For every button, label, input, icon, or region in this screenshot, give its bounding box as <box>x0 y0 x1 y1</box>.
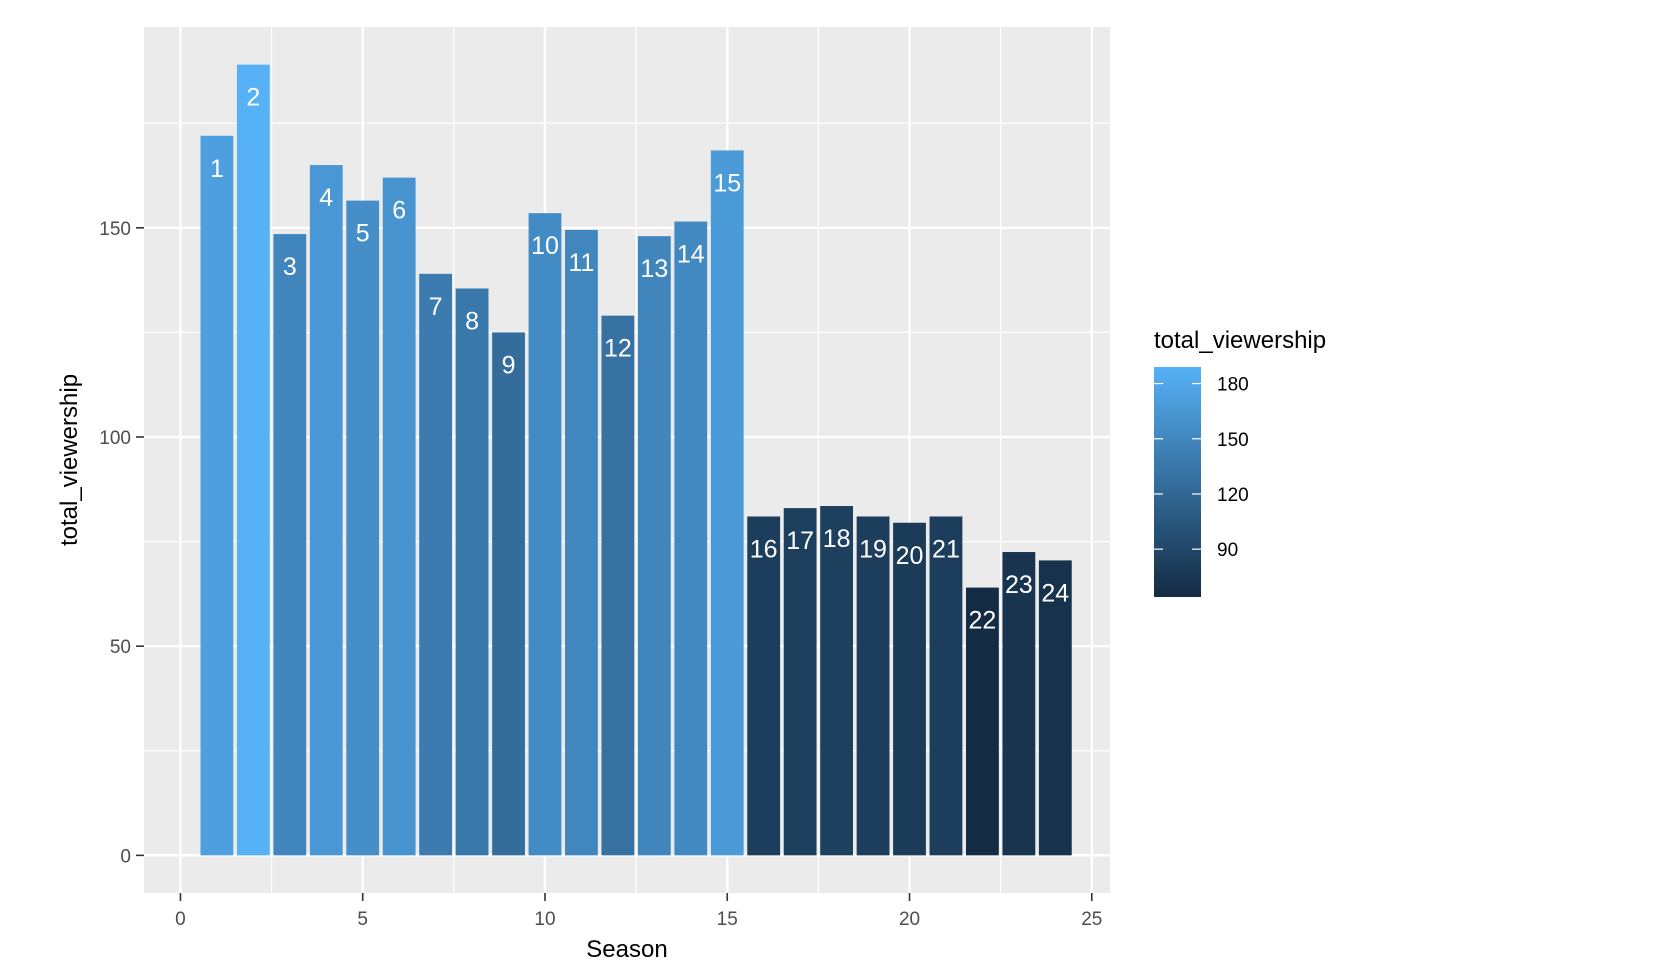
bar-season-13 <box>637 236 671 856</box>
bar-label-10: 10 <box>531 232 559 260</box>
bar-label-7: 7 <box>429 293 443 321</box>
bar-season-2 <box>236 64 270 856</box>
bar-label-17: 17 <box>786 527 814 555</box>
bar-season-24 <box>1038 560 1072 856</box>
legend-tick-label: 180 <box>1217 375 1249 396</box>
legend-title: total_viewership <box>1154 327 1326 354</box>
x-axis-ticks: 0 5 10 15 20 25 <box>175 893 1102 930</box>
bar-label-3: 3 <box>283 253 297 281</box>
legend-tick-label: 120 <box>1217 485 1249 506</box>
legend-tick-label: 90 <box>1217 540 1238 561</box>
bar-label-20: 20 <box>896 542 924 570</box>
bar-label-16: 16 <box>750 535 778 563</box>
bar-season-14 <box>674 221 708 856</box>
x-tick-label: 0 <box>175 909 186 930</box>
bar-season-7 <box>419 273 453 856</box>
bar-season-21 <box>929 516 963 856</box>
x-axis-title: Season <box>586 936 667 963</box>
bar-label-21: 21 <box>932 535 960 563</box>
bar-label-1: 1 <box>210 155 224 183</box>
y-tick-label: 150 <box>99 219 131 240</box>
bar-season-18 <box>820 506 854 856</box>
bar-label-6: 6 <box>392 197 406 225</box>
bar-season-9 <box>492 332 525 856</box>
bar-season-6 <box>382 177 416 856</box>
bar-season-12 <box>601 315 635 856</box>
bar-label-23: 23 <box>1005 571 1033 599</box>
x-tick-label: 20 <box>899 909 920 930</box>
legend-tick-label: 150 <box>1217 430 1249 451</box>
bar-label-15: 15 <box>713 169 741 197</box>
legend: total_viewership 180 150 120 90 <box>1154 327 1326 597</box>
bar-label-24: 24 <box>1041 579 1069 607</box>
bar-season-22 <box>966 587 999 856</box>
bar-label-2: 2 <box>246 84 260 112</box>
bar-season-11 <box>565 229 598 856</box>
bar-season-16 <box>747 516 781 856</box>
x-tick-label: 15 <box>717 909 738 930</box>
bar-season-20 <box>893 522 926 856</box>
bar-label-14: 14 <box>677 241 705 269</box>
bar-label-8: 8 <box>465 307 479 335</box>
bar-season-19 <box>856 516 890 856</box>
bar-label-4: 4 <box>319 184 333 212</box>
legend-colorbar <box>1154 367 1201 597</box>
bar-label-5: 5 <box>356 220 370 248</box>
bar-season-8 <box>455 288 489 856</box>
bar-label-18: 18 <box>823 525 851 553</box>
y-tick-label: 0 <box>120 846 131 867</box>
y-tick-label: 50 <box>110 637 131 658</box>
bar-label-13: 13 <box>640 255 668 283</box>
x-tick-label: 10 <box>534 909 555 930</box>
bar-label-11: 11 <box>568 249 594 277</box>
y-axis-ticks: 0 50 100 150 <box>99 219 144 867</box>
bars <box>200 64 1072 856</box>
legend-ticks: 180 150 120 90 <box>1154 375 1249 561</box>
bar-season-3 <box>273 234 307 856</box>
x-tick-label: 25 <box>1081 909 1102 930</box>
bar-label-19: 19 <box>859 535 887 563</box>
bar-label-9: 9 <box>502 351 516 379</box>
x-tick-label: 5 <box>357 909 368 930</box>
bar-season-5 <box>346 200 380 856</box>
bar-season-4 <box>309 165 343 856</box>
y-tick-label: 100 <box>99 428 131 449</box>
bar-label-22: 22 <box>969 607 997 635</box>
bar-label-12: 12 <box>604 335 632 363</box>
y-axis-title: total_viewership <box>56 374 83 546</box>
bar-season-15 <box>710 150 744 856</box>
bar-season-10 <box>528 213 562 856</box>
bar-season-23 <box>1002 552 1036 856</box>
bar-season-17 <box>783 508 817 856</box>
bar-season-1 <box>200 135 234 856</box>
